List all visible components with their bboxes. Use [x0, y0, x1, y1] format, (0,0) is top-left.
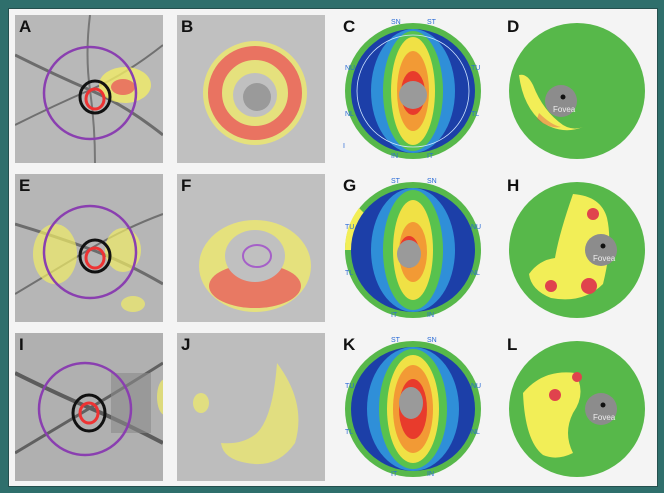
panel-f-macula-map: F: [177, 174, 325, 322]
panel-c-thickness-map: C SN ST NU TU NL TL IN IT I: [339, 15, 487, 163]
sector-label: IN: [391, 153, 398, 160]
sector-label: NL: [471, 429, 480, 436]
sector-label: ST: [391, 337, 400, 344]
sector-label: TU: [471, 65, 481, 72]
panel-l-deviation-map: L Fovea: [503, 333, 651, 481]
panel-label: I: [19, 335, 24, 354]
panel-k-thickness-map: K ST SN TU NU TL NL IT IN: [339, 333, 487, 481]
panel-label: L: [507, 335, 518, 354]
panel-label: J: [181, 335, 191, 354]
panel-label: G: [343, 176, 357, 195]
sector-label: TL: [345, 429, 354, 436]
sector-label: IT: [391, 312, 398, 319]
panel-label: C: [343, 17, 356, 36]
sector-label: NL: [471, 270, 480, 277]
sector-label: NU: [471, 383, 482, 390]
sector-label: SN: [427, 337, 437, 344]
panel-label: F: [181, 176, 192, 195]
panel-e-fundus-optic-disc: E: [15, 174, 163, 322]
panel-a-fundus-optic-disc: A: [15, 15, 163, 163]
panel-label: K: [343, 335, 356, 354]
sector-label: IT: [391, 471, 398, 478]
panel-label: A: [19, 17, 32, 36]
panel-g-thickness-map: G ST SN TU NU TL NL IT IN: [339, 174, 487, 322]
sector-label: SN: [427, 178, 437, 185]
sector-label: TL: [471, 111, 480, 118]
sector-label: ST: [427, 19, 436, 26]
fovea-label: Fovea: [593, 254, 616, 263]
sector-label: NU: [345, 65, 356, 72]
sector-label: IT: [427, 153, 434, 160]
sector-label: SN: [391, 19, 401, 26]
sector-label: NU: [471, 224, 482, 231]
sector-label: TL: [345, 270, 354, 277]
panel-label: D: [507, 17, 520, 36]
panel-label: E: [19, 176, 31, 195]
fovea-label: Fovea: [553, 105, 576, 114]
panel-d-deviation-map: D Fovea: [503, 15, 651, 163]
sector-label: I: [343, 143, 345, 150]
sector-label: ST: [391, 178, 400, 185]
panel-label: B: [181, 17, 194, 36]
sector-label: IN: [427, 312, 434, 319]
panel-label: H: [507, 176, 520, 195]
fovea-label: Fovea: [593, 413, 616, 422]
sector-label: NL: [345, 111, 354, 118]
panel-h-deviation-map: H Fovea: [503, 174, 651, 322]
panel-b-macula-map: B: [177, 15, 325, 163]
figure-frame: A B C SN ST NU TU NL TL I: [8, 8, 658, 487]
sector-label: IN: [427, 471, 434, 478]
sector-label: TU: [345, 224, 355, 231]
panel-i-fundus-optic-disc: I: [15, 333, 163, 481]
panel-j-macula-map: J: [177, 333, 325, 481]
sector-label: TU: [345, 383, 355, 390]
